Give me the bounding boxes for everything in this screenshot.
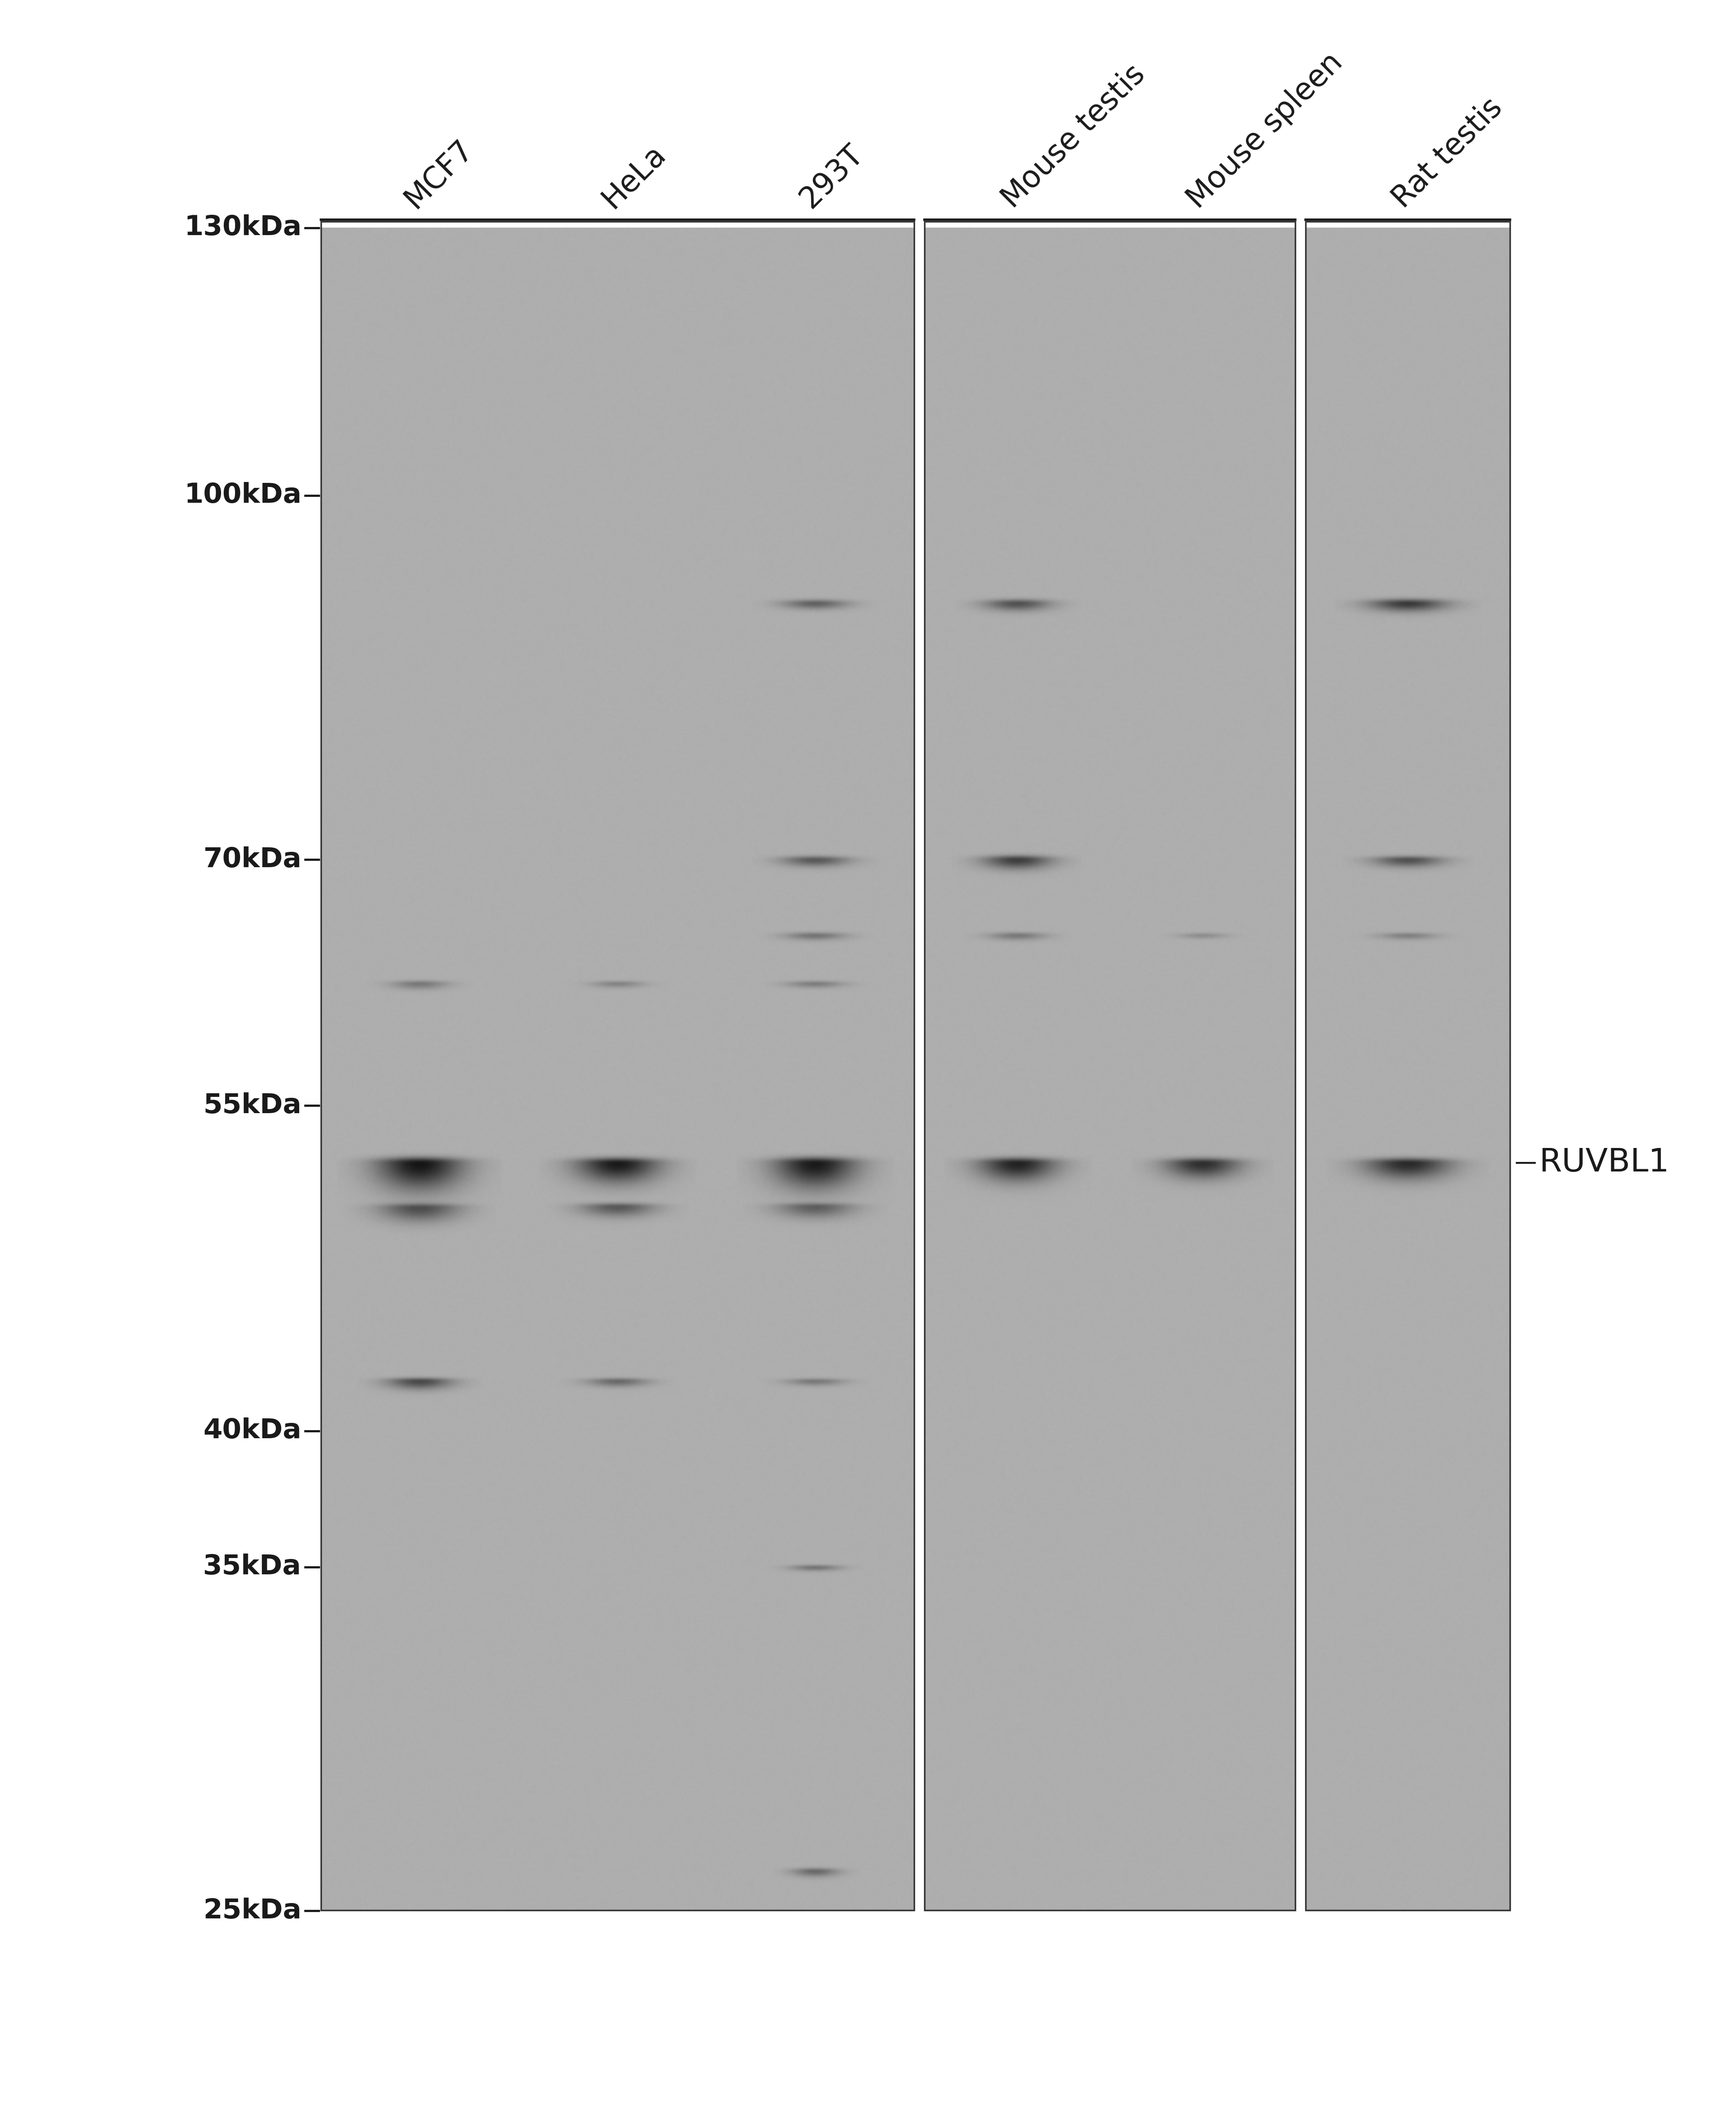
Text: Rat testis: Rat testis — [1387, 93, 1509, 213]
Text: Mouse testis: Mouse testis — [996, 59, 1151, 213]
Text: 130kDa: 130kDa — [184, 215, 302, 241]
Text: MCF7: MCF7 — [399, 133, 479, 213]
Text: 25kDa: 25kDa — [203, 1898, 302, 1925]
Text: 293T: 293T — [793, 139, 870, 213]
Text: HeLa: HeLa — [597, 139, 672, 213]
Text: 35kDa: 35kDa — [203, 1554, 302, 1581]
Text: RUVBL1: RUVBL1 — [1540, 1146, 1670, 1178]
Bar — [925, 222, 1295, 1910]
Bar — [1305, 222, 1510, 1910]
Text: Mouse spleen: Mouse spleen — [1182, 46, 1349, 213]
Text: 70kDa: 70kDa — [203, 847, 302, 872]
Text: 40kDa: 40kDa — [203, 1419, 302, 1444]
Text: 55kDa: 55kDa — [203, 1091, 302, 1119]
Bar — [321, 222, 915, 1910]
Text: 100kDa: 100kDa — [184, 481, 302, 509]
